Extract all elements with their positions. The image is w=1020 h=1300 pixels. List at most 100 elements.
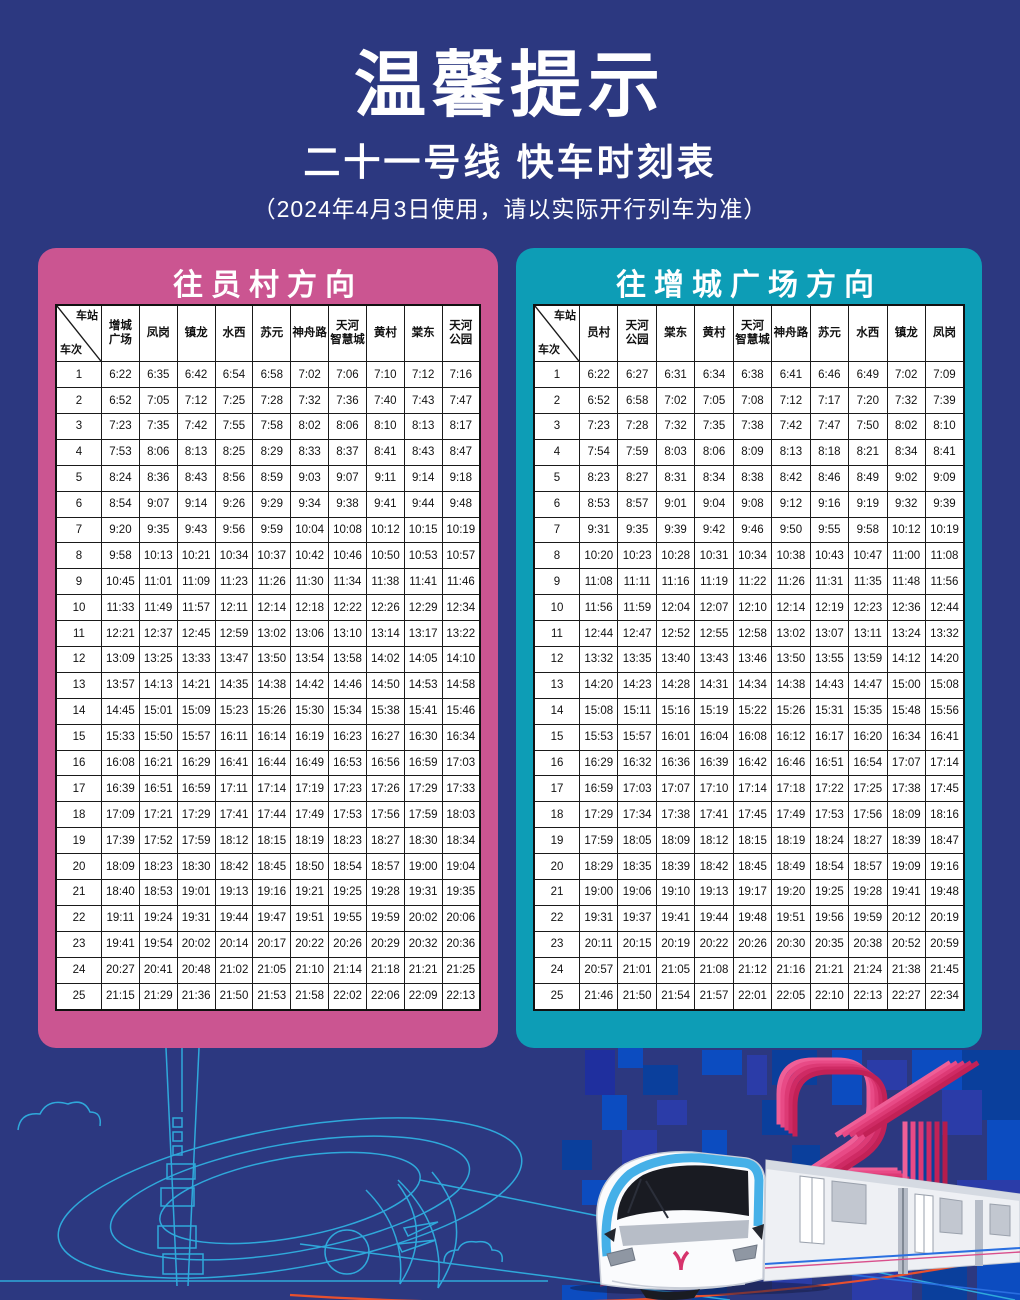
time-cell: 15:16 bbox=[655, 697, 696, 725]
station-header: 黄村 bbox=[365, 304, 405, 363]
time-cell: 18:57 bbox=[365, 853, 405, 880]
time-cell: 8:02 bbox=[290, 412, 330, 440]
time-cell: 15:57 bbox=[617, 723, 657, 751]
time-cell: 16:32 bbox=[617, 749, 657, 777]
time-cell: 12:44 bbox=[578, 620, 619, 647]
time-cell: 21:08 bbox=[694, 956, 734, 984]
time-cell: 17:19 bbox=[290, 775, 330, 803]
time-cell: 20:38 bbox=[848, 930, 888, 958]
time-cell: 18:42 bbox=[694, 853, 734, 880]
time-cell: 6:35 bbox=[138, 361, 178, 389]
time-cell: 16:19 bbox=[290, 723, 330, 751]
time-cell: 9:04 bbox=[694, 490, 734, 518]
time-cell: 17:11 bbox=[214, 775, 254, 803]
time-cell: 19:06 bbox=[617, 879, 657, 906]
time-cell: 8:17 bbox=[441, 412, 481, 440]
time-cell: 17:10 bbox=[694, 775, 734, 803]
station-header: 黄村 bbox=[694, 304, 734, 363]
time-cell: 17:41 bbox=[694, 801, 734, 829]
time-cell: 19:51 bbox=[771, 904, 811, 932]
time-cell: 6:58 bbox=[252, 361, 292, 389]
metro-train-icon bbox=[570, 1151, 1020, 1300]
time-cell: 18:09 bbox=[655, 827, 696, 855]
time-cell: 13:50 bbox=[771, 645, 811, 673]
time-cell: 10:28 bbox=[655, 542, 696, 570]
time-cell: 17:14 bbox=[732, 775, 773, 803]
time-cell: 10:04 bbox=[290, 516, 330, 544]
time-cell: 10:08 bbox=[328, 516, 367, 544]
station-header: 天河 公园 bbox=[617, 304, 657, 363]
time-cell: 14:12 bbox=[886, 645, 926, 673]
time-cell: 11:30 bbox=[290, 568, 330, 596]
train-number-cell: 20 bbox=[55, 853, 102, 880]
train-number-cell: 6 bbox=[55, 490, 102, 518]
cloud-line-art-icon bbox=[17, 1101, 102, 1131]
time-cell: 13:32 bbox=[924, 620, 965, 647]
train-number-cell: 22 bbox=[55, 904, 102, 932]
time-cell: 8:25 bbox=[214, 438, 254, 466]
time-cell: 12:47 bbox=[617, 620, 657, 647]
time-cell: 15:08 bbox=[924, 671, 965, 699]
train-number-cell: 8 bbox=[533, 542, 580, 570]
train-number-cell: 3 bbox=[533, 412, 580, 440]
time-cell: 19:21 bbox=[290, 879, 330, 906]
time-cell: 19:17 bbox=[732, 879, 773, 906]
time-cell: 18:39 bbox=[655, 853, 696, 880]
time-cell: 17:53 bbox=[809, 801, 850, 829]
time-cell: 18:27 bbox=[365, 827, 405, 855]
time-cell: 8:06 bbox=[694, 438, 734, 466]
time-cell: 19:55 bbox=[328, 904, 367, 932]
time-cell: 14:46 bbox=[328, 671, 367, 699]
time-cell: 12:37 bbox=[138, 620, 178, 647]
time-cell: 21:16 bbox=[771, 956, 811, 984]
time-cell: 7:02 bbox=[886, 361, 926, 389]
time-cell: 17:07 bbox=[886, 749, 926, 777]
time-cell: 10:19 bbox=[441, 516, 481, 544]
time-cell: 8:42 bbox=[771, 464, 811, 492]
time-cell: 19:41 bbox=[655, 904, 696, 932]
time-cell: 7:12 bbox=[176, 387, 216, 414]
time-cell: 7:05 bbox=[138, 387, 178, 414]
time-cell: 7:59 bbox=[617, 438, 657, 466]
timetable-row: 5 8:24 8:36 8:43 8:56 8:59 9:03 9:07 9:11 9:14 9:1… bbox=[55, 464, 481, 492]
time-cell: 14:23 bbox=[617, 671, 657, 699]
timetable-row: 21 18:40 18:53 19:01 19:13 19:16 19:21 19:25 19:… bbox=[55, 879, 481, 906]
time-cell: 13:10 bbox=[328, 620, 367, 647]
time-cell: 19:31 bbox=[403, 879, 443, 906]
time-cell: 11:48 bbox=[886, 568, 926, 596]
timetable-row: 22 19:11 19:24 19:31 19:44 19:47 19:51 19:55 19:… bbox=[55, 904, 481, 932]
time-cell: 12:19 bbox=[809, 594, 850, 622]
time-cell: 20:52 bbox=[886, 930, 926, 958]
timetable-row: 1 6:22 6:35 6:42 6:54 6:58 7:02 7:06 7:10 7:12 7:1… bbox=[55, 361, 481, 389]
timetable-row: 6 8:54 9:07 9:14 9:26 9:29 9:34 9:38 9:41 9:44 9:4… bbox=[55, 490, 481, 518]
time-cell: 10:46 bbox=[328, 542, 367, 570]
timetable-wrapper: 车站 车次 员村 天河 公园 棠东 黄村 天河 智慧城 神舟路 苏元 水西 镇龙 凤岗 1 6:22… bbox=[533, 304, 965, 1011]
direction-panel-yuancun: 往员村方向 车站 车次 增城 广场 凤岗 镇龙 水西 苏元 神舟路 天河 智慧城 黄村 棠东 天河… bbox=[38, 248, 498, 1048]
time-cell: 15:56 bbox=[924, 697, 965, 725]
train-number-cell: 5 bbox=[533, 464, 580, 492]
corner-cell: 车站 车次 bbox=[55, 304, 102, 363]
time-cell: 14:53 bbox=[403, 671, 443, 699]
time-cell: 7:47 bbox=[441, 387, 481, 414]
time-cell: 9:38 bbox=[328, 490, 367, 518]
time-cell: 6:49 bbox=[848, 361, 888, 389]
time-cell: 21:21 bbox=[809, 956, 850, 984]
train-number-cell: 19 bbox=[55, 827, 102, 855]
time-cell: 16:44 bbox=[252, 749, 292, 777]
corner-station-label: 车站 bbox=[554, 310, 576, 322]
train-number-cell: 16 bbox=[55, 749, 102, 777]
time-cell: 13:55 bbox=[809, 645, 850, 673]
station-header: 天河 智慧城 bbox=[732, 304, 773, 363]
time-cell: 13:06 bbox=[290, 620, 330, 647]
timetable-row: 9 11:08 11:11 11:16 11:19 11:22 11:26 11:31 11:3… bbox=[533, 568, 965, 596]
time-cell: 18:27 bbox=[848, 827, 888, 855]
time-cell: 19:51 bbox=[290, 904, 330, 932]
time-cell: 20:12 bbox=[886, 904, 926, 932]
train-number-cell: 20 bbox=[533, 853, 580, 880]
time-cell: 13:25 bbox=[138, 645, 178, 673]
time-cell: 19:48 bbox=[732, 904, 773, 932]
time-cell: 19:41 bbox=[886, 879, 926, 906]
time-cell: 17:21 bbox=[138, 801, 178, 829]
time-cell: 16:27 bbox=[365, 723, 405, 751]
time-cell: 17:14 bbox=[252, 775, 292, 803]
